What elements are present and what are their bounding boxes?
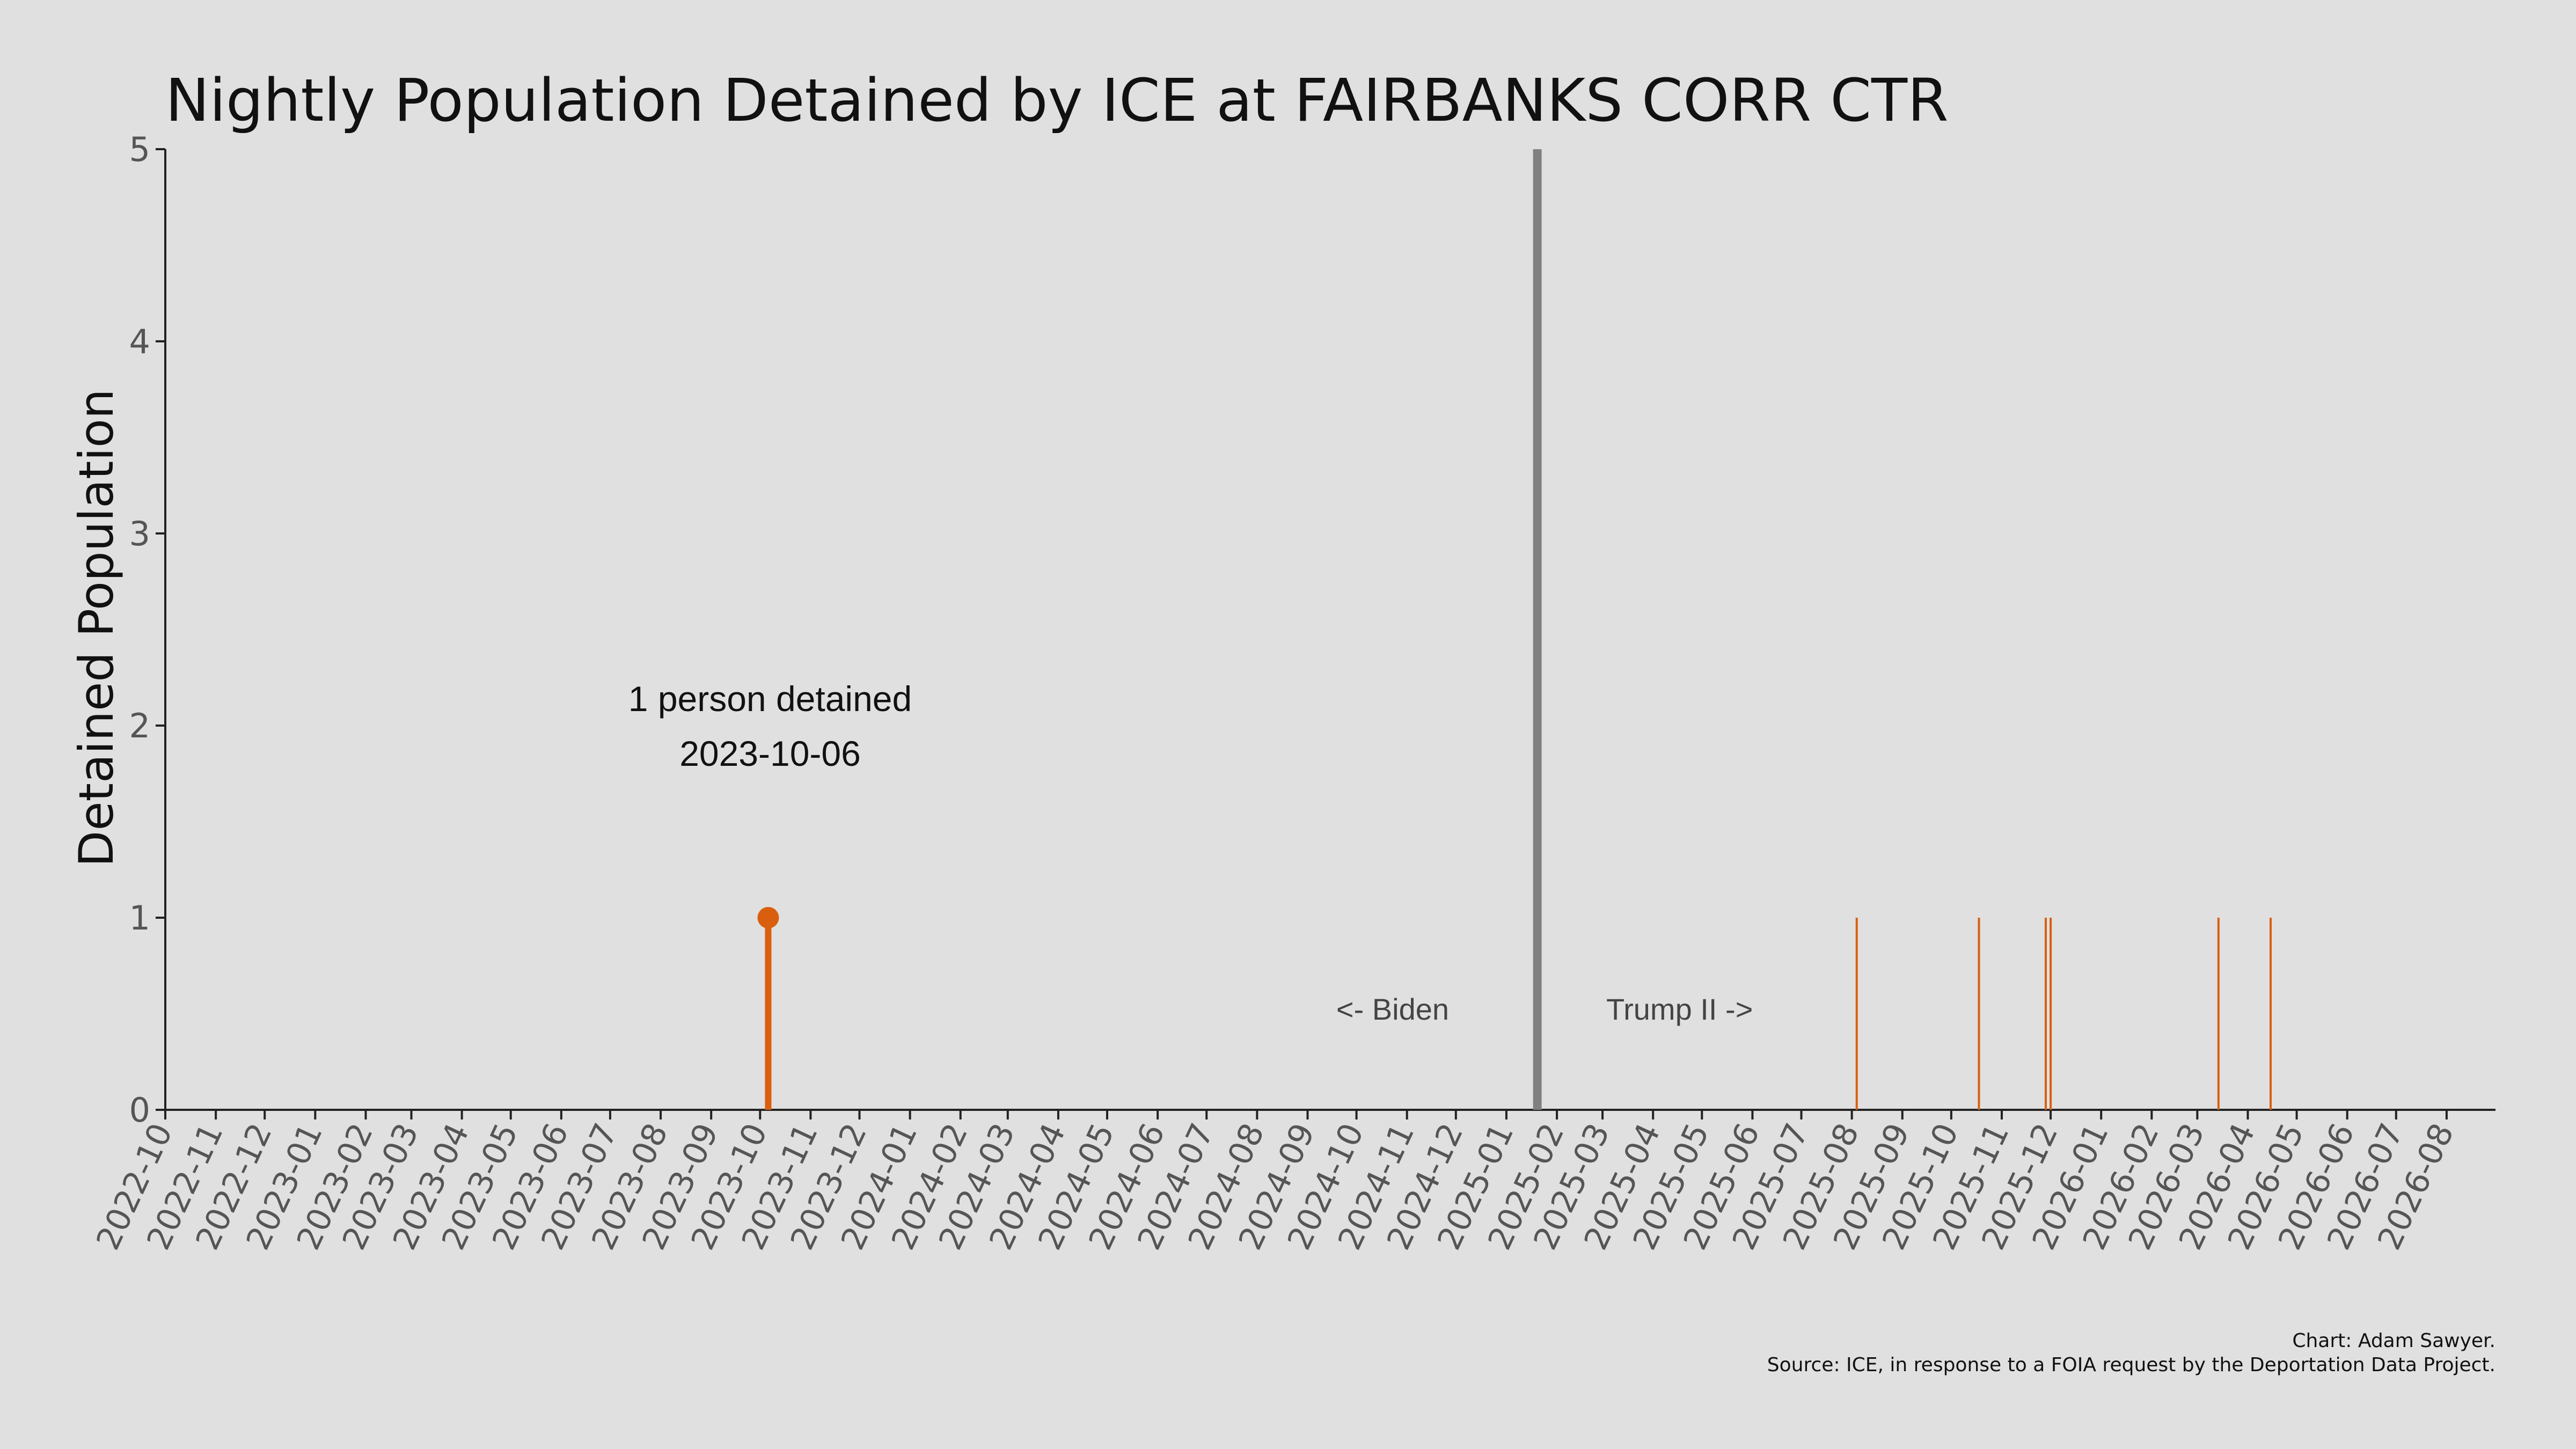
annotation-date: 2023-10-06 bbox=[679, 734, 861, 773]
y-tick-label: 1 bbox=[129, 898, 150, 938]
chart-credit: Chart: Adam Sawyer. bbox=[2292, 1330, 2496, 1352]
annotation-count: 1 person detained bbox=[628, 679, 912, 719]
y-tick-label: 2 bbox=[129, 706, 150, 745]
plot-area: 0123452022-102022-112022-122023-012023-0… bbox=[89, 130, 2496, 1256]
y-tick-label: 3 bbox=[129, 514, 150, 553]
highlight-point bbox=[757, 907, 779, 928]
y-tick-label: 5 bbox=[129, 130, 150, 169]
biden-period-label: <- Biden bbox=[1336, 992, 1449, 1026]
y-tick-label: 0 bbox=[129, 1091, 150, 1130]
trump-period-label: Trump II -> bbox=[1606, 992, 1753, 1026]
chart-title: Nightly Population Detained by ICE at FA… bbox=[165, 66, 1949, 135]
y-tick-label: 4 bbox=[129, 322, 150, 361]
source-note: Source: ICE, in response to a FOIA reque… bbox=[1767, 1354, 2496, 1376]
y-axis-label: Detained Population bbox=[69, 389, 124, 867]
